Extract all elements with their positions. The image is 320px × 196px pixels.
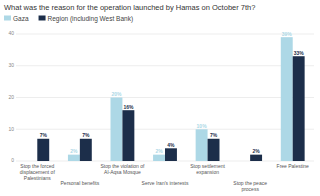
bar: [293, 56, 305, 161]
bar: [111, 98, 123, 162]
x-tick-label-line: Serve Iran's interests: [142, 180, 189, 186]
data-label: 16%: [123, 104, 134, 110]
data-label: 10%: [197, 123, 208, 129]
bar: [281, 37, 293, 161]
legend-swatch: [39, 16, 46, 21]
bar: [196, 129, 208, 161]
y-axis: 0 10 20 30 40: [8, 30, 314, 163]
data-label: 7%: [82, 132, 90, 138]
x-tick-label-line: process: [241, 186, 259, 192]
grid-line: [16, 34, 314, 35]
grid-line: [16, 65, 314, 66]
x-axis: Stop the forceddisplacement ofPalestinia…: [20, 163, 309, 192]
x-tick-label: Stop the peaceprocess: [233, 180, 267, 192]
data-label: 20%: [111, 91, 122, 97]
grid-line: [16, 97, 314, 98]
bar: [238, 161, 250, 162]
title: What was the reason for the operation la…: [4, 3, 255, 12]
bar: [122, 110, 134, 161]
bar: [80, 139, 92, 161]
x-tick-label-line: Free Palestine: [277, 163, 309, 169]
x-tick-label: Stop settlementexpansion: [190, 163, 225, 175]
legend-swatch: [4, 16, 11, 21]
data-label: 33%: [294, 50, 305, 56]
y-tick-label: 10: [8, 126, 14, 132]
bar: [37, 139, 49, 161]
data-label: 7%: [40, 132, 48, 138]
grid-line: [16, 129, 314, 130]
chart: What was the reason for the operation la…: [0, 0, 320, 196]
x-tick-label: Stop the violation ofAl-Aqsa Mosque: [100, 163, 145, 175]
data-label: 2%: [252, 148, 260, 154]
data-label: 2%: [155, 148, 163, 154]
bar: [165, 148, 177, 161]
bar: [68, 155, 80, 161]
x-tick-label: Serve Iran's interests: [142, 180, 189, 186]
x-tick-label-line: Personal benefits: [61, 180, 100, 186]
y-tick-label: 40: [8, 30, 14, 36]
bars: [37, 37, 304, 161]
y-tick-label: 0: [11, 157, 14, 163]
x-tick-label-line: Palestinians: [24, 175, 51, 181]
page: {"chart_data": { "type": "bar", "title":…: [0, 0, 320, 196]
x-tick-label-line: Al-Aqsa Mosque: [104, 169, 141, 175]
bar: [208, 139, 220, 161]
y-tick-label: 30: [8, 62, 14, 68]
x-tick-label: Free Palestine: [277, 163, 309, 169]
bar: [25, 161, 37, 162]
bar: [153, 155, 165, 161]
x-tick-label-line: expansion: [196, 169, 219, 175]
data-label: 39%: [282, 31, 293, 37]
legend-label: Gaza: [13, 15, 29, 22]
legend: Gaza Region (including West Bank): [4, 15, 133, 23]
data-label: 2%: [70, 148, 78, 154]
x-tick-label: Personal benefits: [61, 180, 100, 186]
x-tick-label: Stop the forceddisplacement ofPalestinia…: [20, 163, 56, 181]
legend-label: Region (including West Bank): [48, 15, 134, 23]
data-labels: 2% 20% 2% 10% 39% 7% 7% 16% 4% 7% 2% 33%: [40, 31, 305, 154]
data-label: 7%: [210, 132, 218, 138]
data-label: 4%: [167, 142, 175, 148]
y-tick-label: 20: [8, 94, 14, 100]
bar: [250, 155, 262, 161]
